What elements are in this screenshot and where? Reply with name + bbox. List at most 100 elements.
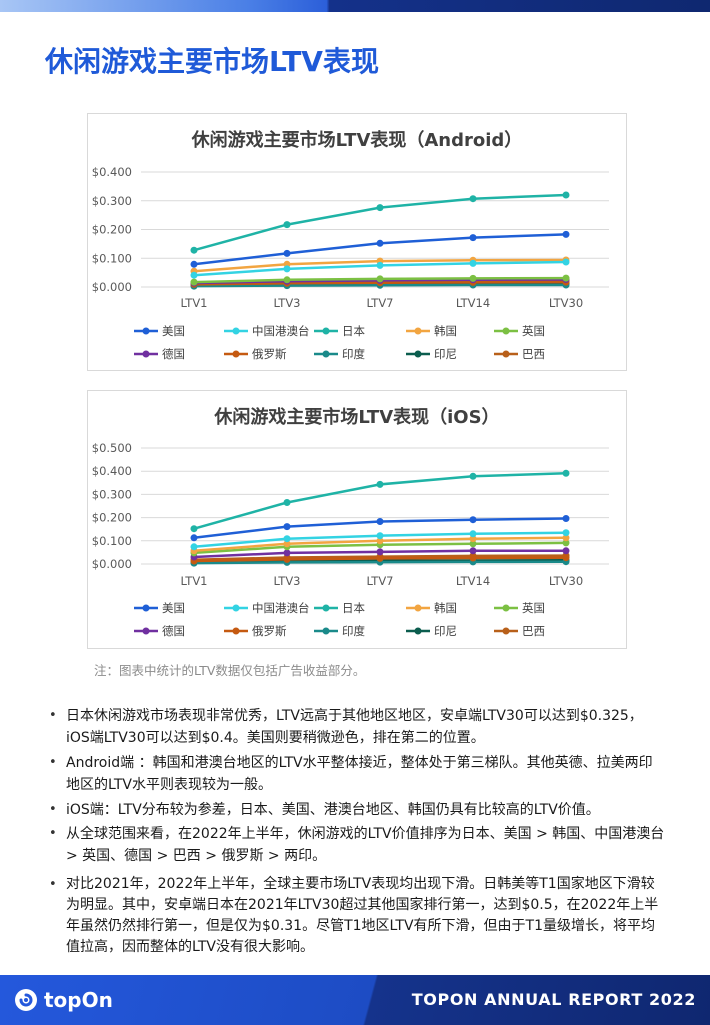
ios-point-germany-2 xyxy=(376,548,384,556)
android-point-uk-4 xyxy=(562,274,570,282)
android-y-tick-label: $0.000 xyxy=(92,280,132,294)
chart-footnote: 注：图表中统计的LTV数据仅包括广告收益部分。 xyxy=(94,663,366,678)
ios-legend-label-uk: 英国 xyxy=(522,601,545,615)
ios-y-tick-label: $0.300 xyxy=(92,487,132,501)
ios-point-us-3 xyxy=(469,516,477,524)
ios-point-hk-macau-taiwan-4 xyxy=(562,529,570,537)
ios-y-tick-label: $0.000 xyxy=(92,557,132,571)
bullet-line: 值拉高，因而整体的LTV没有很大影响。 xyxy=(66,939,314,955)
android-legend-marker-indonesia xyxy=(414,350,422,358)
footer-logo-text: topOn xyxy=(44,988,113,1012)
ios-ltv-chart: 休闲游戏主要市场LTV表现（iOS） $0.000 $0.100 $0.200 $0.… xyxy=(87,390,627,649)
android-point-uk-1 xyxy=(283,276,291,284)
ios-legend-marker-korea xyxy=(414,604,422,612)
ios-x-tick-label: LTV3 xyxy=(273,574,300,588)
android-point-us-4 xyxy=(562,230,570,238)
android-point-hk-macau-taiwan-3 xyxy=(469,259,477,267)
ios-point-hk-macau-taiwan-3 xyxy=(469,530,477,538)
android-legend-marker-germany xyxy=(142,350,150,358)
android-point-hk-macau-taiwan-0 xyxy=(190,271,198,279)
android-legend-marker-russia xyxy=(232,350,240,358)
android-x-tick-label: LTV1 xyxy=(180,296,207,310)
ios-legend-label-india: 印度 xyxy=(342,624,365,638)
android-point-japan-1 xyxy=(283,221,291,229)
ios-point-germany-4 xyxy=(562,547,570,555)
ios-x-tick-label: LTV7 xyxy=(366,574,393,588)
ios-point-japan-2 xyxy=(376,480,384,488)
ios-legend-label-germany: 德国 xyxy=(162,624,185,638)
ios-legend-label-russia: 俄罗斯 xyxy=(252,624,287,638)
android-legend-marker-us xyxy=(142,327,150,335)
bullet-line: iOS端LTV30可以达到$0.4。美国则要稍微逊色，排在第二的位置。 xyxy=(66,730,485,746)
android-legend-marker-korea xyxy=(414,327,422,335)
ios-legend-marker-russia xyxy=(232,627,240,635)
ios-point-japan-0 xyxy=(190,525,198,533)
ios-point-russia-3 xyxy=(469,554,477,562)
ios-point-uk-3 xyxy=(469,540,477,548)
ios-point-germany-1 xyxy=(283,549,291,557)
bullet-item: 日本休闲游戏市场表现非常优秀，LTV远高于其他地区地区，安卓端LTV30可以达到… xyxy=(49,705,686,749)
ios-point-hk-macau-taiwan-1 xyxy=(283,535,291,543)
android-point-uk-2 xyxy=(376,275,384,283)
android-legend-label-indonesia: 印尼 xyxy=(434,347,457,361)
android-legend-label-korea: 韩国 xyxy=(434,324,457,338)
android-point-hk-macau-taiwan-1 xyxy=(283,265,291,273)
bullet-line: 地区的LTV水平则表现较为一般。 xyxy=(66,777,273,793)
ios-point-hk-macau-taiwan-2 xyxy=(376,532,384,540)
bullet-item: 对比2021年，2022年上半年，全球主要市场LTV表现均出现下滑。日韩美等T1… xyxy=(49,874,686,958)
ios-legend-label-brazil: 巴西 xyxy=(522,624,545,638)
bullet-line: iOS端：LTV分布较为参差，日本、美国、港澳台地区、韩国仍具有比较高的LTV价… xyxy=(66,802,600,818)
android-ltv-chart: 休闲游戏主要市场LTV表现（Android） $0.000 $0.100 $0.20… xyxy=(87,113,627,371)
ios-point-us-2 xyxy=(376,518,384,525)
page-title: 休闲游戏主要市场LTV表现 xyxy=(45,45,379,78)
android-x-tick-label: LTV3 xyxy=(273,296,300,310)
ios-legend-label-indonesia: 印尼 xyxy=(434,624,457,638)
bullet-line: 年虽然仍然排行第一，但是仅为$0.31。尽管T1地区LTV有所下滑，但由于T1量… xyxy=(66,918,655,934)
android-x-tick-label: LTV7 xyxy=(366,296,393,310)
bullet-line: 对比2021年，2022年上半年，全球主要市场LTV表现均出现下滑。日韩美等T1… xyxy=(66,876,655,892)
ios-point-russia-2 xyxy=(376,554,384,562)
ios-x-tick-label: LTV14 xyxy=(456,574,490,588)
android-point-japan-0 xyxy=(190,246,198,254)
android-y-tick-label: $0.400 xyxy=(92,165,132,179)
bullet-line: > 英国、德国 > 巴西 > 俄罗斯 > 两印。 xyxy=(66,848,327,864)
ios-point-us-1 xyxy=(283,523,291,531)
ios-legend-marker-indonesia xyxy=(414,627,422,635)
ios-chart-title: 休闲游戏主要市场LTV表现（iOS） xyxy=(214,407,500,428)
ios-legend-marker-hk-macau-taiwan xyxy=(232,604,240,612)
ios-legend-marker-uk xyxy=(502,604,510,612)
android-legend-label-uk: 英国 xyxy=(522,324,545,338)
android-legend-marker-brazil xyxy=(502,350,510,358)
ios-y-tick-label: $0.400 xyxy=(92,464,132,478)
page-footer: topOn TOPON ANNUAL REPORT 2022 xyxy=(0,975,710,1025)
bullet-line: Android端 ：韩国和港澳台地区的LTV水平整体接近，整体处于第三梯队。其他… xyxy=(66,755,653,771)
ios-legend-marker-japan xyxy=(322,604,330,612)
topon-logo-icon xyxy=(15,989,37,1011)
bullet-line: 为明显。其中，安卓端日本在2021年LTV30超过其他国家排行第一，达到$0.5… xyxy=(66,897,659,913)
android-legend-marker-hk-macau-taiwan xyxy=(232,327,240,335)
ios-point-russia-4 xyxy=(562,554,570,562)
android-legend-marker-india xyxy=(322,350,330,358)
ios-point-korea-1 xyxy=(283,540,291,548)
android-chart-title: 休闲游戏主要市场LTV表现（Android） xyxy=(191,130,523,151)
bullet-item: 从全球范围来看，在2022年上半年，休闲游戏的LTV价值排序为日本、美国 > 韩… xyxy=(49,823,686,867)
android-x-tick-label: LTV30 xyxy=(549,296,583,310)
android-point-us-2 xyxy=(376,239,384,247)
ios-x-tick-label: LTV1 xyxy=(180,574,207,588)
ios-point-germany-3 xyxy=(469,547,477,555)
ios-point-hk-macau-taiwan-0 xyxy=(190,543,198,551)
ios-y-tick-label: $0.100 xyxy=(92,534,132,548)
android-y-tick-label: $0.100 xyxy=(92,251,132,265)
ios-legend-label-us: 美国 xyxy=(162,601,185,615)
ios-point-uk-4 xyxy=(562,539,570,547)
android-point-us-3 xyxy=(469,234,477,242)
android-point-japan-2 xyxy=(376,204,384,212)
ios-legend-label-hk-macau-taiwan: 中国港澳台 xyxy=(252,601,310,615)
ios-point-japan-1 xyxy=(283,499,291,506)
ios-chart-plot: $0.000 $0.100 $0.200 $0.300 $0.400 $0.500 LTV1… xyxy=(92,441,609,638)
android-y-tick-label: $0.300 xyxy=(92,194,132,208)
ios-legend-marker-us xyxy=(142,604,150,612)
android-point-japan-4 xyxy=(562,191,570,199)
android-legend-label-japan: 日本 xyxy=(342,324,365,338)
android-legend-label-hk-macau-taiwan: 中国港澳台 xyxy=(252,324,310,338)
